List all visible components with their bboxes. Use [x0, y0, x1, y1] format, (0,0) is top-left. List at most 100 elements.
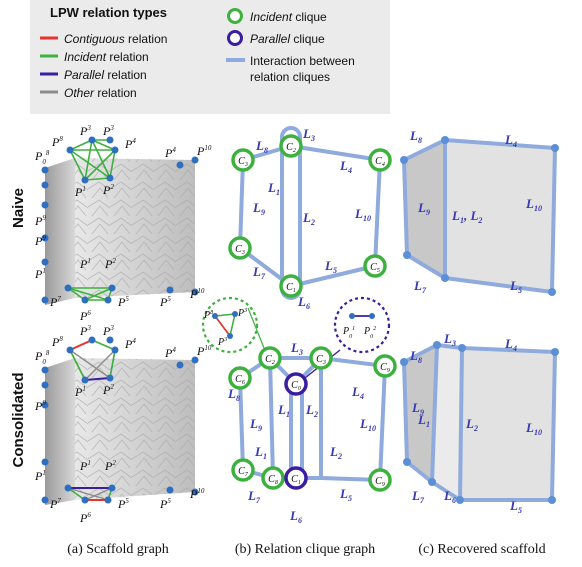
svg-text:P6: P6 — [79, 511, 91, 525]
svg-text:P8: P8 — [51, 135, 63, 149]
svg-text:L10: L10 — [359, 416, 376, 433]
svg-text:P5: P5 — [159, 295, 171, 309]
middle-face — [432, 345, 462, 500]
corner — [551, 348, 559, 356]
point — [66, 146, 74, 154]
svg-text:P08: P08 — [34, 149, 50, 166]
svg-text:C5: C5 — [370, 262, 380, 274]
svg-text:P1: P1 — [34, 469, 46, 483]
svg-text:P1: P1 — [74, 185, 86, 199]
corner-points — [41, 336, 199, 504]
svg-text:L1, L2: L1, L2 — [451, 208, 482, 225]
point — [111, 146, 119, 154]
point — [81, 296, 89, 304]
svg-text:L2: L2 — [305, 402, 318, 419]
point — [191, 356, 199, 364]
point — [106, 336, 114, 344]
svg-text:L6: L6 — [297, 294, 310, 311]
legend-right-items: Incident clique Parallel clique Interact… — [226, 8, 355, 84]
corner — [548, 496, 556, 504]
corner — [428, 478, 436, 486]
svg-text:C3: C3 — [238, 156, 248, 168]
svg-text:P4: P4 — [164, 146, 176, 160]
point — [166, 286, 174, 294]
svg-text:L9: L9 — [252, 200, 265, 217]
scaffold-corners — [400, 136, 559, 296]
point — [88, 336, 96, 344]
clique-node — [279, 274, 303, 298]
legend-left-items: Contiguous relation Incident relation Pa… — [40, 32, 167, 100]
svg-text:L4: L4 — [504, 132, 517, 149]
svg-text:P1: P1 — [79, 257, 91, 271]
legend-interaction-line2: relation cliques — [250, 70, 330, 84]
point — [41, 401, 49, 409]
svg-text:L1: L1 — [267, 180, 280, 197]
point — [41, 381, 49, 389]
svg-text:P8: P8 — [51, 335, 63, 349]
scaffold-graph-naive: P8 P08 P3 P3 P4 P4 P10 P1 P2 P9 P9 P1 P1… — [34, 124, 212, 323]
svg-text:L7: L7 — [413, 278, 427, 295]
svg-text:C3: C3 — [235, 244, 245, 256]
inset-circle — [201, 296, 259, 354]
svg-text:P7: P7 — [49, 295, 61, 309]
svg-text:C0: C0 — [291, 380, 301, 392]
point — [212, 313, 218, 319]
svg-text:P3: P3 — [217, 337, 227, 348]
corner — [441, 274, 449, 282]
svg-text:P4: P4 — [124, 137, 136, 151]
svg-text:L6: L6 — [289, 508, 302, 525]
svg-text:L2: L2 — [302, 210, 315, 227]
point — [106, 136, 114, 144]
svg-text:P01: P01 — [342, 326, 355, 340]
interaction-edges — [238, 126, 382, 300]
clique-node-labels: C6 C2 C3 C9 C0 C1 C7 C8 C9 — [235, 354, 390, 488]
svg-text:P10: P10 — [189, 287, 205, 301]
corner-points — [41, 136, 199, 304]
point — [111, 346, 119, 354]
point — [176, 361, 184, 369]
svg-text:P1: P1 — [79, 459, 91, 473]
svg-text:C8: C8 — [268, 474, 278, 486]
caption-recovered-scaffold: (c) Recovered scaffold — [418, 542, 545, 557]
caption-relation-clique-graph: (b) Relation clique graph — [235, 542, 375, 557]
right-face — [445, 140, 555, 292]
point — [64, 284, 72, 292]
incident-clique-inset: P8 P3 P3 — [201, 296, 265, 354]
svg-text:P3: P3 — [237, 308, 247, 319]
svg-text:L8: L8 — [409, 348, 422, 365]
svg-text:P7: P7 — [49, 497, 61, 511]
svg-text:L5: L5 — [324, 258, 337, 275]
incident-cliques — [228, 346, 397, 492]
clique-graph-consolidated: C6 C2 C3 C9 C0 C1 C7 C8 C9 L3 L8 L4 L1 L… — [227, 340, 397, 525]
parallel-edge-top — [84, 377, 111, 381]
point — [66, 346, 74, 354]
point — [166, 486, 174, 494]
point — [227, 333, 233, 339]
svg-text:C7: C7 — [238, 466, 249, 478]
clique-node — [231, 458, 255, 482]
corner — [400, 358, 408, 366]
clique-node-labels: C3 C2 C4 C3 C1 C5 — [235, 142, 385, 294]
point — [191, 156, 199, 164]
legend-parallel-clique: Parallel clique — [250, 32, 325, 46]
svg-text:P5: P5 — [159, 497, 171, 511]
right-face — [460, 348, 555, 500]
svg-text:C2: C2 — [265, 354, 275, 366]
svg-text:C6: C6 — [235, 374, 245, 386]
point — [41, 496, 49, 504]
legend-contiguous: Contiguous relation — [64, 32, 167, 46]
corner — [458, 344, 466, 352]
svg-text:P4: P4 — [124, 337, 136, 351]
parallel-clique-swatch — [227, 30, 243, 46]
svg-text:P4: P4 — [164, 346, 176, 360]
corner — [551, 144, 559, 152]
point — [41, 258, 49, 266]
clique-graph-naive: C3 C2 C4 C3 C1 C5 L3 L8 L4 L1 L9 L2 L10 … — [228, 126, 392, 311]
legend-title: LPW relation types — [50, 5, 167, 20]
scaffold-graph-consolidated: P8 P08 P3 P3 P4 P4 P10 P1 P2 P9 P1 P1 P2… — [34, 324, 212, 525]
point — [369, 313, 375, 319]
cube-texture — [75, 358, 195, 500]
clique-node — [309, 346, 333, 370]
point — [41, 201, 49, 209]
